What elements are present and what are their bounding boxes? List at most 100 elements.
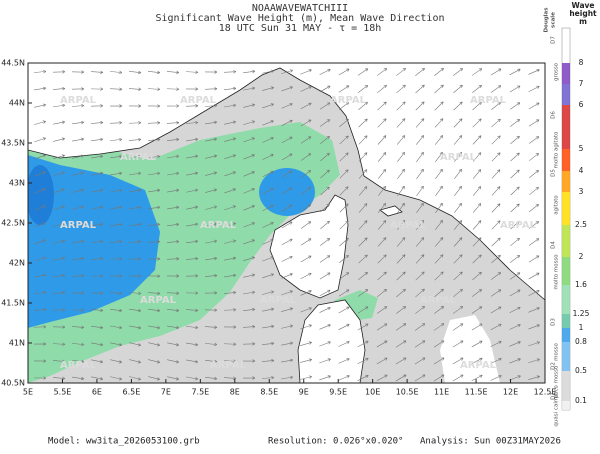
arrow — [300, 85, 312, 92]
arrow — [147, 137, 161, 142]
direction-arrows — [33, 67, 540, 382]
arrow — [185, 308, 199, 312]
arrow — [358, 271, 368, 281]
arrow — [435, 219, 443, 230]
low-wave-area — [440, 315, 500, 383]
arrow — [377, 254, 387, 264]
arrow — [416, 185, 424, 197]
arrow — [167, 359, 180, 364]
arrow — [510, 135, 520, 145]
arrow — [167, 342, 180, 347]
arrow — [90, 87, 104, 91]
arrow — [34, 256, 47, 261]
arrow — [205, 222, 218, 227]
douglas-label: D6 — [551, 111, 557, 119]
arrow — [166, 87, 180, 91]
arrow — [110, 188, 123, 193]
arrow — [167, 222, 180, 227]
watermark: ARPAL — [330, 95, 367, 106]
colorbar-swatch — [562, 63, 570, 84]
arrow — [147, 240, 161, 244]
arrow — [129, 154, 142, 159]
arrow — [186, 154, 199, 159]
arrow — [224, 120, 237, 125]
arrow — [491, 169, 501, 179]
arrow — [415, 135, 425, 145]
arrow — [529, 203, 539, 212]
arrow — [110, 137, 123, 142]
arrow — [71, 325, 85, 330]
arrow — [72, 171, 85, 176]
arrow — [34, 273, 47, 278]
arrow — [490, 306, 502, 314]
arrow — [243, 120, 255, 126]
arrow — [110, 70, 123, 75]
arrow — [416, 168, 424, 180]
arrow — [528, 341, 540, 347]
arrow — [472, 101, 482, 111]
arrow — [243, 239, 255, 245]
arrow — [224, 205, 236, 211]
arrow — [72, 154, 85, 159]
arrow — [472, 220, 482, 230]
arrow — [167, 154, 180, 159]
arrow — [319, 341, 331, 347]
arrow — [167, 171, 180, 176]
arrow — [129, 70, 142, 75]
douglas-title: scale — [551, 12, 557, 28]
arrow — [453, 68, 464, 76]
arrow — [357, 340, 369, 348]
arrow — [509, 272, 521, 280]
arrow — [262, 103, 274, 109]
arrow — [53, 103, 66, 108]
arrow — [528, 307, 540, 313]
arrow — [434, 237, 444, 247]
arrow — [129, 359, 142, 364]
arrow — [147, 274, 161, 278]
colorbar-swatch — [562, 371, 570, 401]
douglas-label: molto agitato — [554, 131, 560, 169]
arrow — [528, 136, 540, 144]
arrow — [223, 359, 237, 363]
arrow — [300, 375, 313, 380]
arrow — [167, 308, 180, 313]
arrow — [242, 342, 256, 346]
arrow — [148, 376, 161, 381]
arrow — [339, 102, 350, 110]
arrow — [376, 323, 388, 331]
arrow — [397, 151, 405, 162]
arrow — [34, 188, 46, 194]
arrow — [320, 203, 330, 213]
douglas-label: D5 — [551, 169, 557, 177]
arrow — [396, 254, 406, 264]
colorbar-label: 7 — [579, 79, 584, 88]
arrow — [91, 376, 104, 381]
arrow — [339, 254, 349, 264]
arrow — [281, 341, 294, 346]
lon-tick-label: 7E — [161, 388, 171, 397]
arrow — [185, 274, 199, 278]
arrow — [376, 374, 388, 382]
lon-tick-label: 10E — [365, 388, 380, 397]
arrow — [204, 274, 218, 278]
colorbar-label: 0.5 — [575, 366, 587, 375]
douglas-label: D3 — [551, 318, 557, 326]
arrow — [281, 324, 294, 329]
arrow — [243, 86, 256, 91]
arrow — [529, 186, 539, 196]
arrow — [472, 237, 482, 247]
arrow — [128, 104, 142, 108]
arrow — [378, 185, 386, 196]
arrow — [281, 153, 293, 161]
arrow — [129, 222, 142, 227]
arrow — [281, 273, 293, 279]
arrow — [110, 154, 123, 159]
time: 18 UTC Sun 31 MAY - τ = 18h — [219, 23, 382, 34]
watermarks: ARPAL ARPAL ARPAL ARPAL ARPAL ARPAL ARPAL ARPAL… — [60, 95, 537, 371]
arrow — [242, 359, 256, 363]
arrow — [397, 185, 405, 197]
arrow — [129, 308, 142, 313]
arrow — [452, 357, 464, 365]
arrow — [34, 103, 47, 108]
